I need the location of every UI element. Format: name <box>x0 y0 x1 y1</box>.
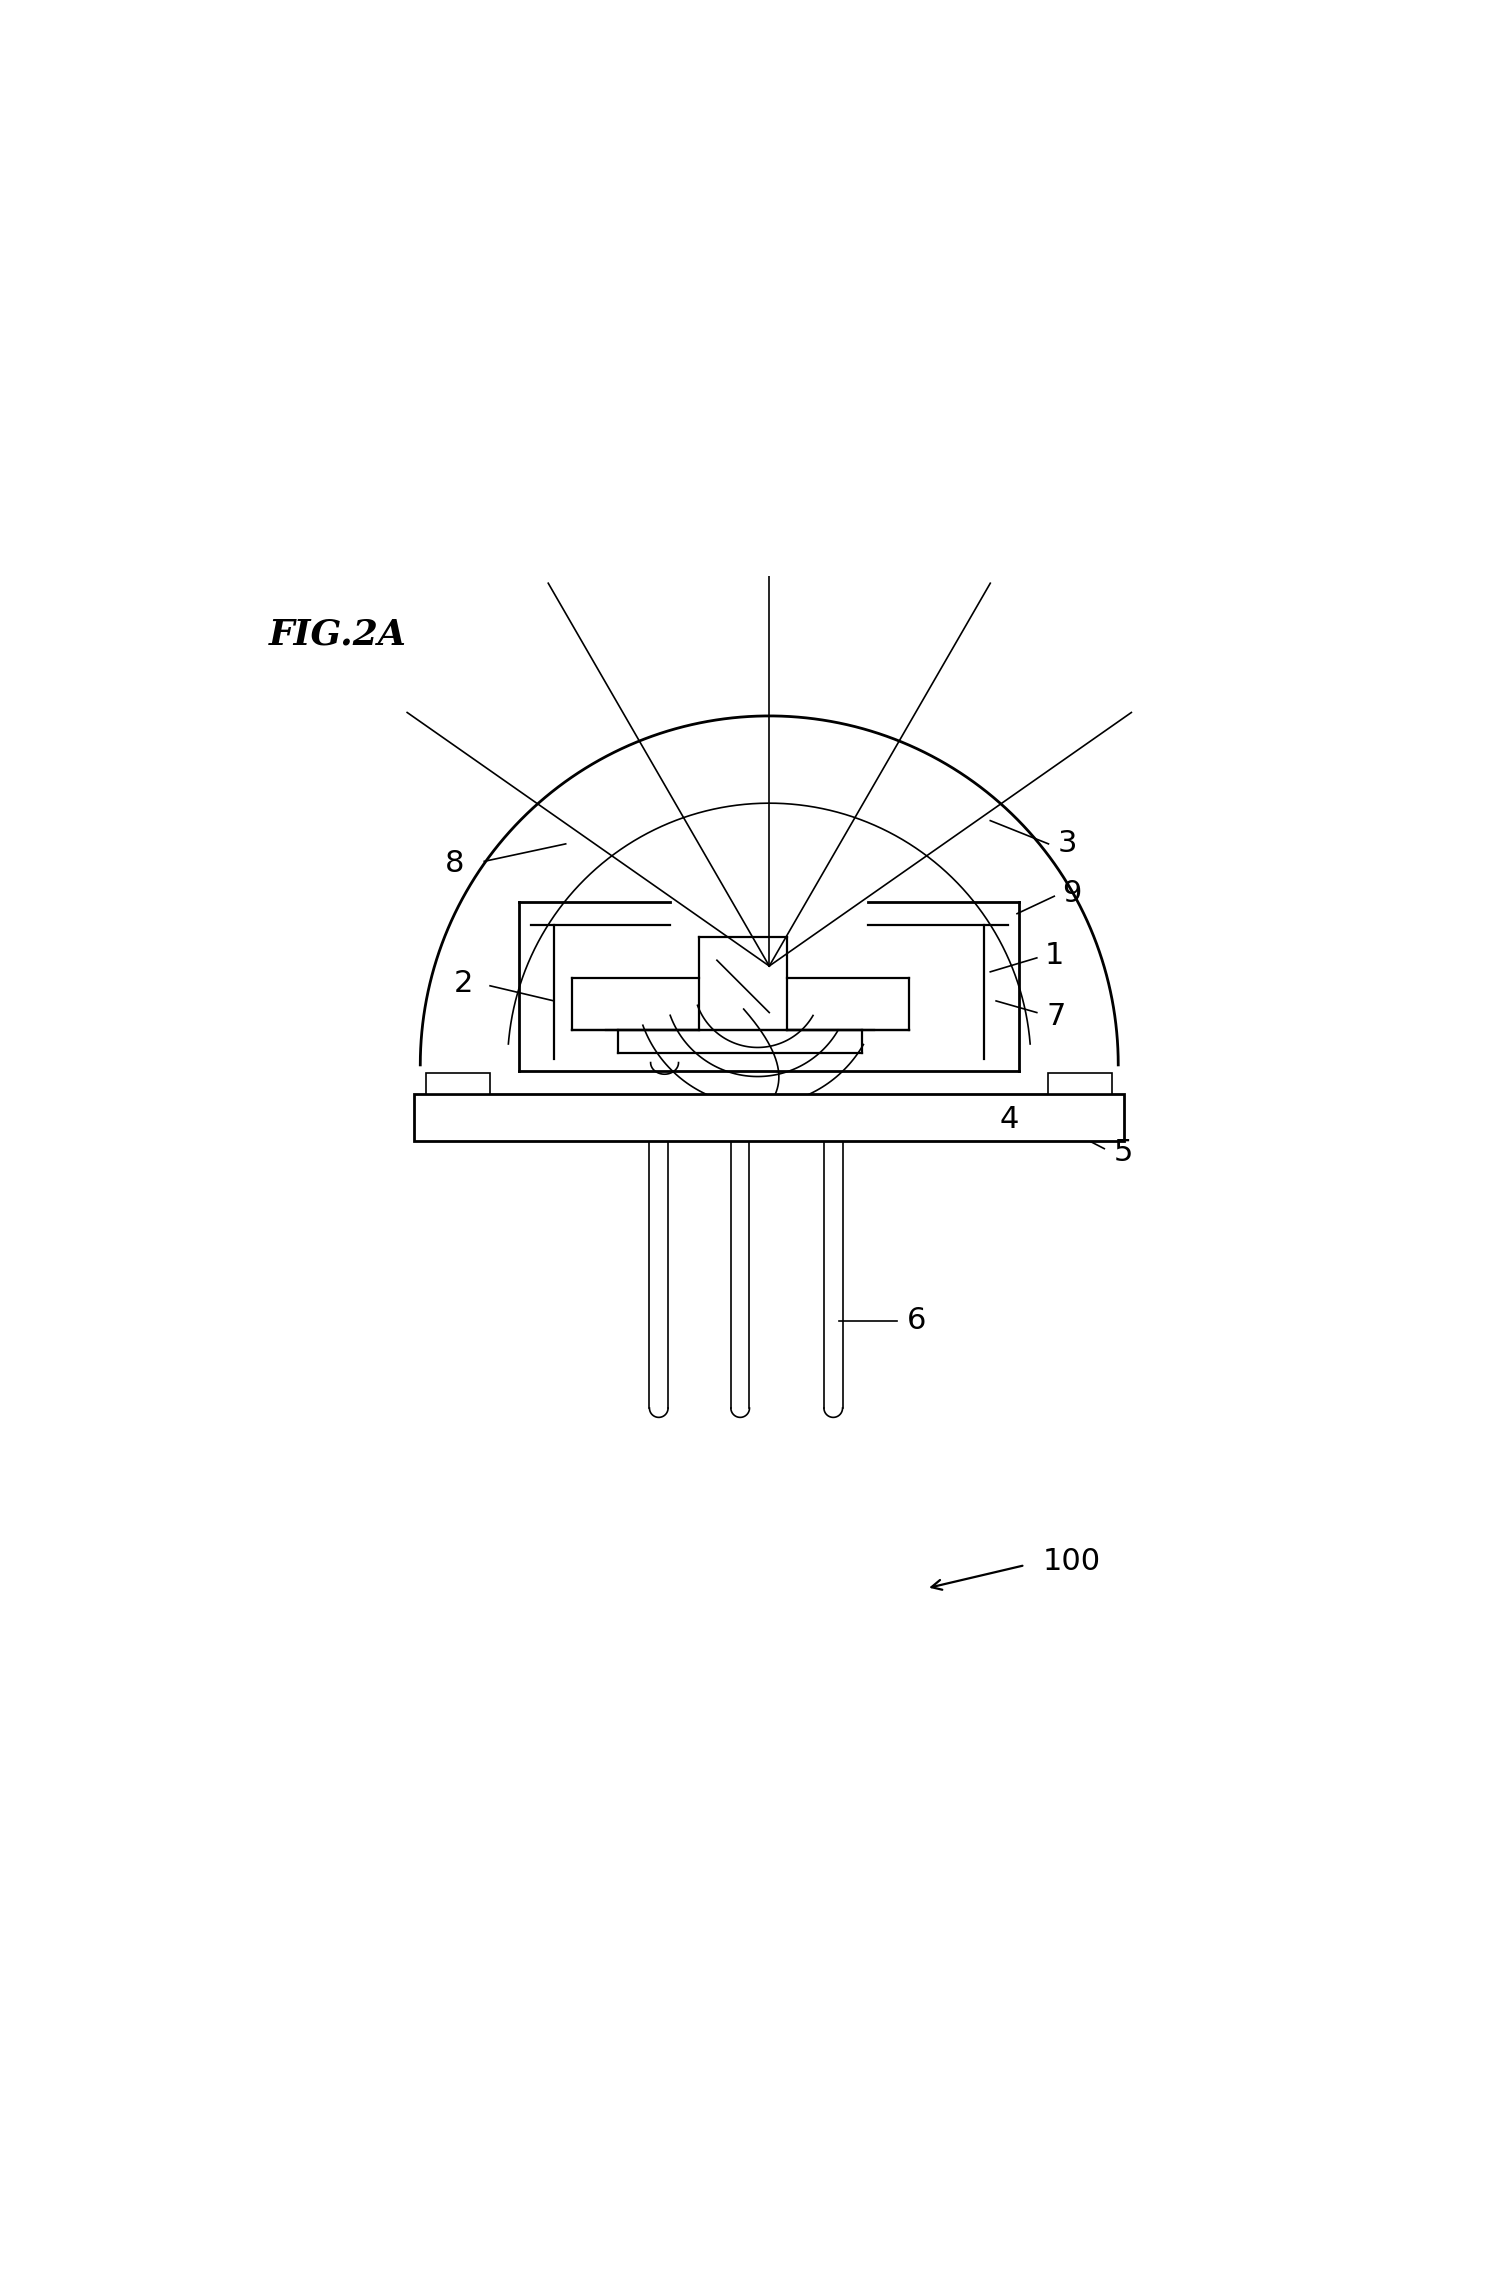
Text: 9: 9 <box>1063 881 1082 908</box>
Bar <box>1048 1073 1112 1094</box>
Bar <box>426 1073 489 1094</box>
Text: 7: 7 <box>1046 1002 1066 1030</box>
Text: FIG.2A: FIG.2A <box>269 617 407 651</box>
Text: 100: 100 <box>1043 1548 1100 1575</box>
Text: 3: 3 <box>1058 830 1078 858</box>
Bar <box>414 1094 1124 1140</box>
Text: 4: 4 <box>1000 1105 1019 1135</box>
Text: 1: 1 <box>1045 940 1064 970</box>
Text: 8: 8 <box>444 848 464 878</box>
Text: 2: 2 <box>453 970 473 997</box>
Text: 5: 5 <box>1114 1137 1133 1167</box>
Text: 6: 6 <box>907 1307 926 1335</box>
